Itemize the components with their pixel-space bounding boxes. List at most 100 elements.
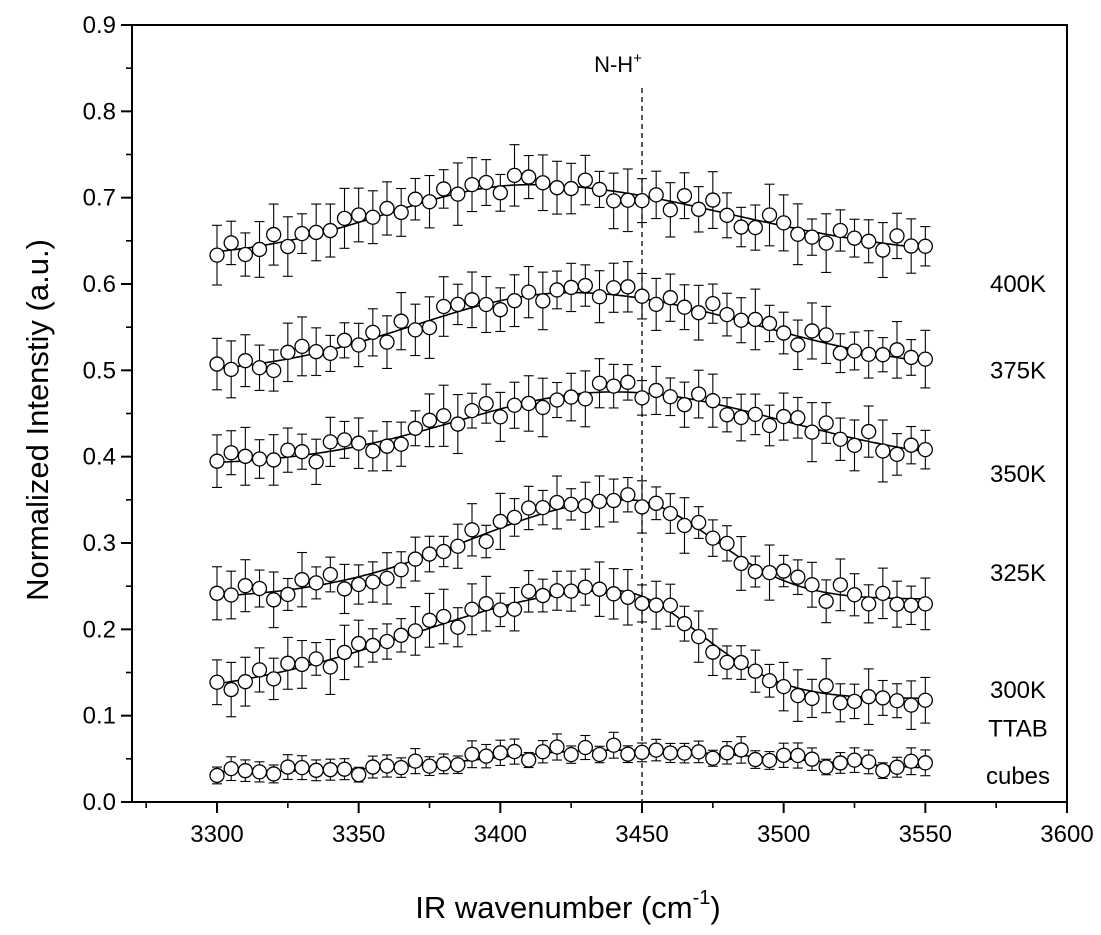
data-point — [393, 313, 409, 329]
data-point — [407, 623, 423, 639]
data-point — [648, 187, 664, 203]
data-point — [393, 204, 409, 221]
data-point — [577, 277, 593, 294]
data-point — [790, 569, 806, 585]
data-point — [506, 397, 523, 413]
data-point — [266, 226, 282, 243]
data-point — [492, 513, 508, 530]
data-point — [634, 499, 650, 515]
y-tick-label: 0.3 — [83, 530, 116, 557]
data-point — [634, 288, 650, 304]
data-point — [776, 325, 792, 341]
x-tick-label: 3400 — [474, 821, 527, 848]
data-point — [591, 746, 608, 763]
data-point — [549, 494, 565, 511]
data-point — [733, 312, 749, 328]
data-point — [917, 238, 933, 254]
data-point — [747, 751, 763, 768]
data-point — [450, 416, 466, 432]
x-tick-label: 3550 — [899, 821, 952, 848]
data-point — [861, 346, 877, 363]
data-point — [521, 284, 537, 300]
data-point — [535, 175, 551, 191]
data-point — [393, 759, 409, 776]
data-point — [875, 690, 891, 706]
series-label: 375K — [990, 357, 1046, 384]
y-axis-title: Normalized Intenstiy (a.u.) — [20, 239, 55, 601]
x-tick-label: 3300 — [190, 821, 243, 848]
data-point — [251, 662, 268, 678]
data-point — [761, 417, 778, 434]
data-point — [379, 200, 395, 217]
data-point — [591, 181, 608, 198]
data-point — [804, 751, 820, 767]
data-point — [733, 409, 749, 426]
data-point — [308, 224, 324, 241]
series-label: 400K — [990, 271, 1046, 298]
data-point — [620, 374, 636, 390]
data-point — [634, 744, 650, 761]
data-point — [606, 492, 622, 509]
data-point — [365, 443, 381, 459]
data-point — [237, 578, 253, 594]
data-point — [407, 420, 423, 436]
data-point — [506, 293, 523, 309]
data-point — [832, 577, 848, 593]
data-point — [846, 587, 863, 603]
data-point — [266, 592, 282, 608]
data-point — [761, 673, 778, 689]
data-point — [294, 444, 310, 460]
data-point — [266, 452, 282, 468]
data-point — [577, 579, 593, 595]
series-ttab: TTAB cubes — [209, 716, 1050, 790]
data-point — [761, 564, 778, 581]
data-point — [591, 581, 608, 597]
data-point — [308, 344, 324, 360]
data-point — [705, 644, 721, 660]
data-point — [705, 750, 721, 766]
data-point — [379, 570, 395, 587]
x-axis-title: IR wavenumber (cm-1) — [415, 887, 720, 925]
data-point — [719, 207, 735, 223]
data-point — [294, 225, 310, 242]
data-point — [251, 360, 268, 376]
data-point — [464, 601, 480, 617]
data-point — [351, 635, 367, 652]
data-point — [351, 207, 367, 223]
data-point — [719, 745, 735, 761]
data-point — [506, 601, 523, 617]
data-point — [407, 753, 423, 769]
data-point — [436, 543, 452, 560]
data-point — [478, 533, 494, 550]
data-point — [535, 399, 551, 416]
data-point — [648, 742, 664, 758]
data-point — [521, 500, 537, 516]
data-point — [776, 563, 792, 579]
data-point — [450, 538, 466, 554]
data-point — [676, 745, 693, 761]
data-point — [846, 752, 863, 768]
data-point — [776, 215, 792, 231]
x-tick-label: 3450 — [615, 821, 668, 848]
data-point — [620, 192, 636, 208]
data-point — [209, 247, 225, 263]
data-point — [875, 443, 891, 459]
data-point — [393, 627, 409, 643]
data-point — [733, 219, 749, 235]
data-point — [676, 299, 693, 315]
data-point — [209, 453, 225, 469]
data-point — [606, 586, 622, 602]
y-tick-label: 0.7 — [83, 185, 116, 212]
data-point — [464, 746, 480, 762]
data-point — [917, 351, 933, 367]
data-point — [294, 656, 310, 673]
data-point — [563, 747, 579, 763]
data-point — [223, 681, 239, 698]
data-point — [903, 753, 919, 769]
x-tick-label: 3350 — [332, 821, 385, 848]
data-point — [577, 391, 593, 407]
data-point — [521, 583, 537, 600]
data-point — [606, 280, 622, 296]
data-point — [535, 587, 551, 604]
data-point — [832, 431, 848, 447]
